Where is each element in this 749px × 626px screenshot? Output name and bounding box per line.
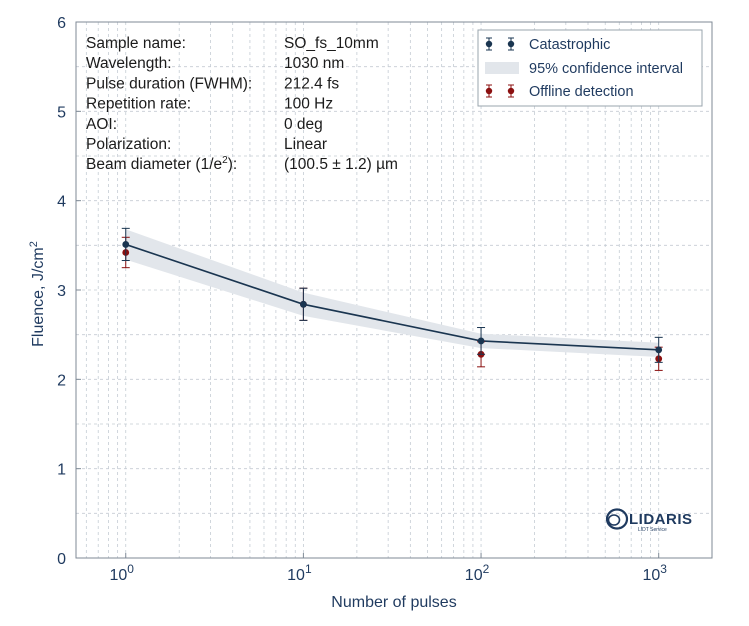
confidence-band-layer	[125, 229, 659, 357]
y-tick-label: 3	[57, 283, 66, 300]
y-tick-label: 0	[57, 551, 66, 568]
y-tick-label: 1	[57, 462, 66, 479]
y-axis-label-sup: 2	[28, 241, 40, 247]
info-key: Beam diameter (1/e2):	[86, 155, 237, 173]
grid	[76, 22, 712, 558]
fit-line-layer	[125, 243, 659, 351]
data-points-layer	[121, 227, 663, 371]
info-key: Sample name:	[86, 35, 186, 52]
info-key: Repetition rate:	[86, 96, 191, 113]
info-key: AOI:	[86, 116, 117, 133]
y-axis-label: Fluence, J/cm2	[28, 241, 47, 347]
info-key: Pulse duration (FWHM):	[86, 75, 252, 92]
catastrophic-point	[477, 337, 485, 345]
catastrophic-point	[122, 241, 130, 248]
confidence-band	[125, 229, 659, 357]
lidaris-logo: LIDARIS LIDT Service	[605, 508, 693, 533]
x-tick-label: 100	[110, 562, 135, 584]
legend: Catastrophic 95% confidence interval Offli…	[477, 29, 703, 107]
legend-offline-detection-marker	[485, 87, 493, 95]
logo-subtitle: LIDT Service	[638, 527, 667, 533]
catastrophic-point	[299, 300, 307, 308]
logo-name: LIDARIS	[629, 511, 693, 528]
y-tick-label: 6	[57, 15, 66, 32]
legend-offline-detection-marker	[507, 87, 515, 95]
info-value: 212.4 fs	[284, 75, 339, 92]
axis-ticks: 0 1 2 3 4 5 6 100 101 102 103	[57, 15, 667, 584]
y-axis-label-main: Fluence, J/cm	[30, 247, 47, 347]
info-key: Wavelength:	[86, 55, 172, 72]
legend-catastrophic-marker	[485, 40, 493, 48]
catastrophic-point	[655, 346, 663, 354]
info-value: 1030 nm	[284, 55, 344, 72]
legend-catastrophic-marker	[507, 40, 515, 48]
y-tick-label: 2	[57, 372, 66, 389]
y-tick-label: 5	[57, 104, 66, 121]
info-value: Linear	[284, 136, 327, 153]
legend-label-offline: Offline detection	[529, 84, 634, 100]
info-value: (100.5 ± 1.2) µm	[284, 156, 398, 173]
x-tick-label: 102	[465, 562, 490, 584]
x-tick-label: 101	[287, 562, 312, 584]
sample-info-block: Sample name: SO_fs_10mm Wavelength: 1030 nm…	[86, 35, 398, 173]
fit-line	[125, 243, 659, 351]
info-key: Polarization:	[86, 136, 171, 153]
x-axis-label: Number of pulses	[331, 594, 456, 611]
lidaris-logo-icon	[605, 508, 629, 530]
x-tick-label: 103	[642, 562, 667, 584]
info-value: 0 deg	[284, 116, 323, 133]
legend-label-catastrophic: Catastrophic	[529, 37, 610, 53]
info-value: SO_fs_10mm	[284, 35, 379, 52]
legend-band-swatch	[485, 62, 519, 74]
info-value: 100 Hz	[284, 96, 333, 113]
legend-label-confidence: 95% confidence interval	[529, 61, 683, 77]
y-tick-label: 4	[57, 194, 66, 211]
